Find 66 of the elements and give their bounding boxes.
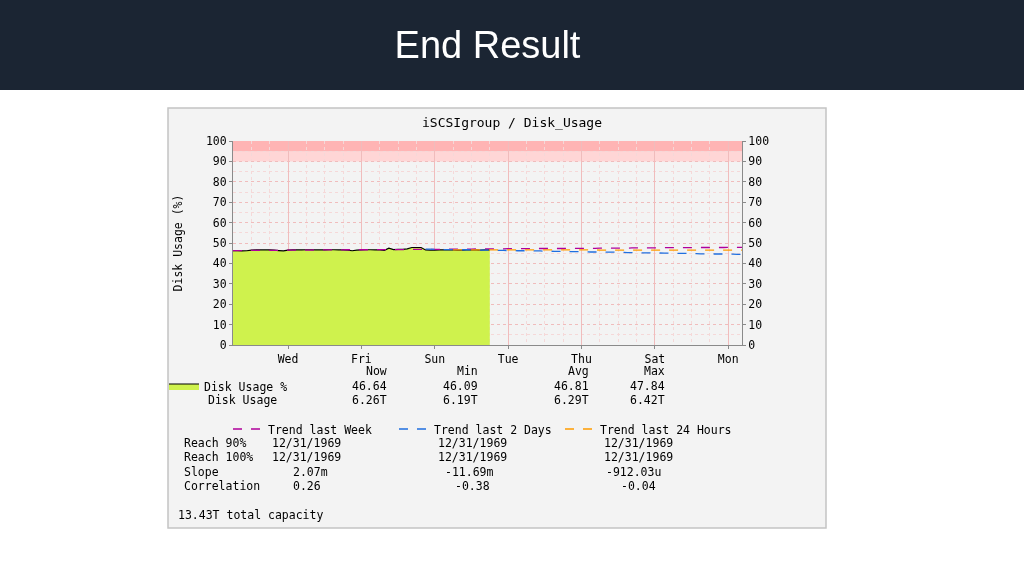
text: Slope (184, 465, 219, 479)
text: 12/31/1969 (604, 450, 674, 464)
text: 12/31/1969 (604, 436, 674, 450)
text: Reach 90% (184, 436, 247, 450)
text: 13.43T total capacity (178, 508, 324, 522)
text: 47.84 (630, 379, 665, 393)
y2-tick-label: 30 (748, 276, 763, 291)
text: 12/31/1969 (272, 436, 342, 450)
y2-tick-label: 60 (748, 215, 763, 230)
y-tick-label: 0 (219, 338, 227, 353)
y-tick-label: 20 (212, 297, 227, 312)
y-tick-label: 50 (212, 236, 227, 251)
y-tick-label: 60 (212, 215, 227, 230)
chart-title: End Result (394, 24, 581, 67)
y-tick-label: 10 (212, 317, 227, 332)
y2-tick-label: 90 (748, 154, 763, 169)
y2-tick-label: 50 (748, 236, 763, 251)
x-tick-label: Fri (351, 351, 372, 366)
text: Correlation (184, 479, 261, 493)
text: Max (644, 364, 665, 378)
x-tick-label: Thu (571, 351, 592, 366)
text: 12/31/1969 (438, 450, 508, 464)
y2-tick-label: 80 (748, 174, 763, 189)
text: -912.03u (606, 465, 662, 479)
x-tick-label: Tue (497, 351, 519, 366)
y2-tick-label: 20 (748, 297, 763, 312)
text: Min (457, 364, 478, 378)
chart-subtitle: iSCSIgroup / Disk_Usage (422, 115, 603, 130)
text: Reach 100% (184, 450, 254, 464)
text: 6.42T (630, 393, 665, 407)
text: 46.09 (443, 379, 478, 393)
text: Avg (568, 364, 589, 378)
legend-label: Disk Usage % (204, 379, 288, 394)
text: 46.81 (554, 379, 589, 393)
y-tick-label: 40 (212, 256, 227, 271)
y-tick-label: 80 (212, 174, 227, 189)
text: 0.26 (293, 479, 321, 493)
y-tick-label: 30 (212, 276, 227, 291)
text: 12/31/1969 (272, 450, 342, 464)
text: Disk Usage (208, 393, 278, 407)
text: 2.07m (293, 465, 328, 479)
x-tick-label: Sun (424, 351, 446, 366)
y2-tick-label: 70 (748, 195, 763, 210)
x-tick-label: Sat (644, 351, 666, 366)
text: 6.29T (554, 393, 589, 407)
text: 12/31/1969 (438, 436, 508, 450)
text: 46.64 (352, 379, 387, 393)
y2-tick-label: 100 (748, 134, 770, 149)
text: 6.26T (352, 393, 387, 407)
legend-label: Trend last 24 Hours (600, 422, 732, 437)
y2-tick-label: 10 (748, 317, 763, 332)
y2-tick-label: 40 (748, 256, 763, 271)
text: -0.04 (621, 479, 656, 493)
y-tick-label: 100 (205, 134, 227, 149)
text: -11.69m (445, 465, 494, 479)
legend-label: Trend last 2 Days (434, 422, 552, 437)
text: -0.38 (455, 479, 490, 493)
x-tick-label: Wed (277, 351, 299, 366)
y-tick-label: 70 (212, 195, 227, 210)
y-tick-label: 90 (212, 154, 227, 169)
text: Now (366, 364, 387, 378)
x-tick-label: Mon (717, 351, 739, 366)
y2-tick-label: 0 (748, 338, 756, 353)
y-axis-title: Disk Usage (%) (171, 194, 186, 292)
legend-label: Trend last Week (268, 422, 372, 437)
text: 6.19T (443, 393, 478, 407)
